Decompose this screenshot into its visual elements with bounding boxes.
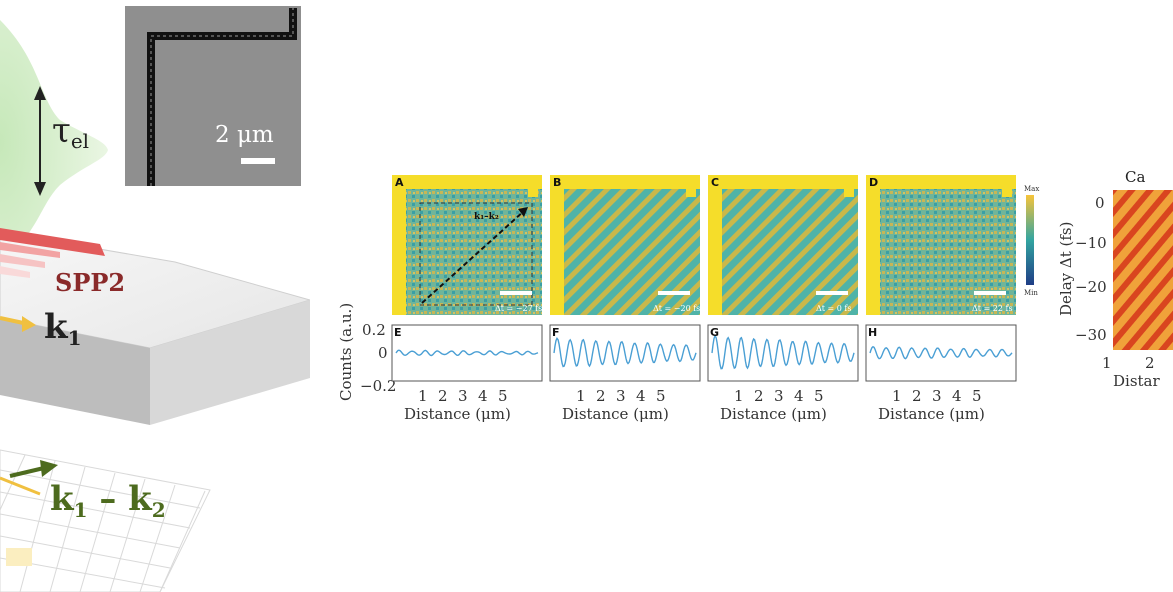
y-tick-1: 0: [378, 344, 388, 362]
sem-scale-label: 2 μm: [215, 122, 274, 148]
counts-axis-label: Counts (a.u.): [337, 303, 355, 401]
right-x-axis-label: Distar: [1113, 372, 1160, 388]
x-axis-label-e: Distance (μm): [404, 405, 511, 423]
right-y-tick-2: −20: [1075, 278, 1107, 296]
x-tick-g-3: 3: [774, 387, 784, 405]
x-tick-e-1: 1: [418, 387, 428, 405]
svg-text:τel: τel: [52, 111, 89, 153]
svg-text:k1: k1: [44, 307, 81, 350]
svg-text:k1 – k2: k1 – k2: [50, 479, 166, 522]
x-tick-h-2: 2: [912, 387, 922, 405]
sem-image: 2 μm: [125, 6, 301, 186]
panel-letter-h: H: [868, 326, 877, 339]
electron-pulse: [0, 20, 108, 265]
x-tick-f-1: 1: [576, 387, 586, 405]
panel-a: A k₁–k₂ Δt = −27 fs: [392, 175, 542, 315]
k1-arrow: [0, 316, 36, 332]
right-x-tick-1: 2: [1145, 354, 1155, 372]
y-tick-0: 0.2: [362, 321, 386, 339]
colorbar-min: Min: [1024, 289, 1038, 297]
sem-scale-bar: [241, 158, 275, 164]
panel-letter-c: C: [711, 176, 719, 189]
x-tick-h-3: 3: [932, 387, 942, 405]
colorbar-max: Max: [1024, 185, 1039, 193]
x-tick-g-4: 4: [794, 387, 804, 405]
x-tick-e-4: 4: [478, 387, 488, 405]
series-line-e: [395, 349, 539, 357]
x-tick-f-4: 4: [636, 387, 646, 405]
panel-c-delay: Δt = 0 fs: [816, 304, 851, 313]
panel-letter-d: D: [869, 176, 878, 189]
delay-axis-label: Delay Δt (fs): [1057, 222, 1075, 316]
spp2-label: SPP2: [55, 268, 125, 297]
schematic-illustration: τel SPP2 k1 k1 – k2: [0, 20, 310, 592]
x-tick-g-5: 5: [814, 387, 824, 405]
series-line-f: [553, 337, 697, 368]
right-y-tick-0: 0: [1095, 194, 1105, 212]
k1-subscript: 1: [68, 326, 82, 350]
tau-symbol: τ: [52, 111, 71, 151]
right-y-tick-1: −10: [1075, 234, 1107, 252]
panel-letter-g: G: [710, 326, 719, 339]
panel-letter-a: A: [395, 176, 404, 189]
x-tick-e-2: 2: [438, 387, 448, 405]
x-tick-f-2: 2: [596, 387, 606, 405]
x-axis-label-g: Distance (μm): [720, 405, 827, 423]
panel-b: B Δt = −20 fs: [550, 175, 700, 315]
x-tick-g-2: 2: [754, 387, 764, 405]
right-panel: Ca Delay Δt (fs) 0 −10 −20 −30 1 2 Dista…: [1055, 168, 1173, 388]
panel-d-delay: Δt = 22 fs: [972, 304, 1013, 313]
x-axis-label-f: Distance (μm): [562, 405, 669, 423]
k1-k2-arrow: [0, 460, 58, 496]
panel-letter-b: B: [553, 176, 561, 189]
x-tick-f-5: 5: [656, 387, 666, 405]
panel-letter-f: F: [552, 326, 560, 339]
right-panel-title: Ca: [1125, 168, 1146, 186]
panel-d: D Δt = 22 fs: [866, 175, 1016, 315]
grid-highlight: [6, 548, 32, 566]
series-line-h: [869, 345, 1013, 360]
tau-subscript: el: [71, 129, 89, 153]
panel-b-delay: Δt = −20 fs: [653, 304, 700, 313]
x-tick-h-1: 1: [892, 387, 902, 405]
diff-minus: –: [87, 479, 128, 519]
sample-slab-side: [150, 300, 310, 425]
x-tick-e-3: 3: [458, 387, 468, 405]
colorbar: Max Min: [1024, 185, 1039, 297]
right-y-tick-3: −30: [1075, 326, 1107, 344]
sample-slab-front: [0, 318, 150, 425]
x-axis-label-h: Distance (μm): [878, 405, 985, 423]
spp2-wave: [0, 228, 105, 278]
x-tick-f-3: 3: [616, 387, 626, 405]
detector-grid: [0, 449, 211, 592]
pinem-figure: A k₁–k₂ Δt = −27 fs B Δt = −20 fs C Δt =…: [337, 175, 1039, 423]
right-x-tick-0: 1: [1102, 354, 1112, 372]
pulse-duration-arrow: [34, 86, 46, 196]
panel-c: C Δt = 0 fs: [708, 175, 858, 315]
series-line-g: [711, 334, 855, 370]
diff-k1-subscript: 1: [74, 498, 88, 522]
diff-k2-label: k: [128, 479, 153, 519]
panel-a-vector-label: k₁–k₂: [474, 212, 499, 222]
diff-k1-label: k: [50, 479, 75, 519]
x-tick-g-1: 1: [734, 387, 744, 405]
y-tick-2: −0.2: [360, 377, 396, 395]
right-panel-plot: Delay Δt (fs) 0 −10 −20 −30 1 2 Distar: [1057, 190, 1173, 388]
x-tick-e-5: 5: [498, 387, 508, 405]
x-tick-h-4: 4: [952, 387, 962, 405]
x-tick-h-5: 5: [972, 387, 982, 405]
panel-a-delay: Δt = −27 fs: [495, 304, 542, 313]
diff-k2-subscript: 2: [152, 498, 166, 522]
panel-letter-e: E: [394, 326, 402, 339]
k1-label: k: [44, 307, 69, 347]
